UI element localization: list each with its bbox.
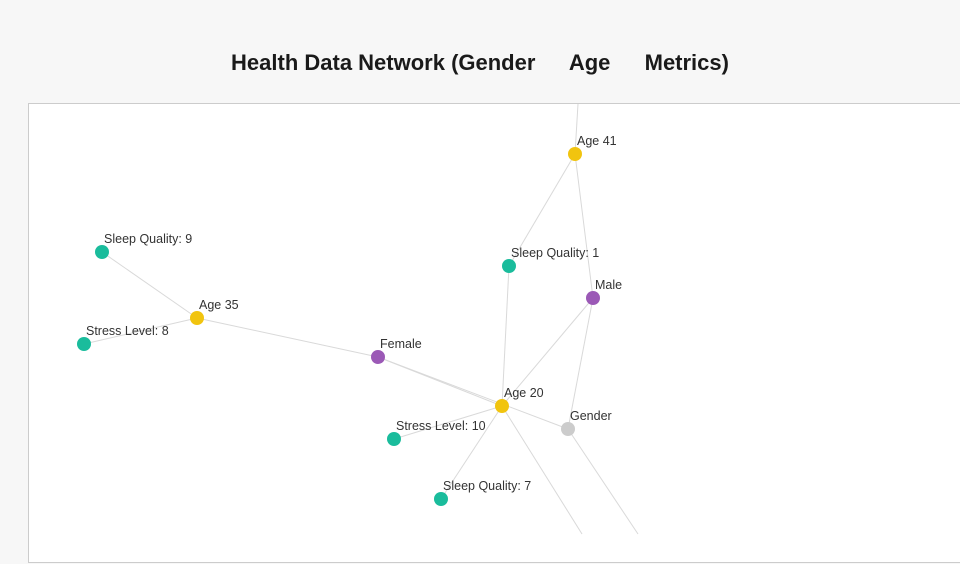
node-label-age-41: Age 41: [577, 134, 617, 148]
edge-age-35--sleep-quality-9: [101, 251, 198, 319]
node-label-gender: Gender: [570, 409, 612, 423]
edge-age-20--stress-level-10: [393, 405, 503, 440]
node-stress-level-10[interactable]: [387, 432, 401, 446]
edge-male--gender: [567, 297, 594, 430]
edge-age-41--clip-top: [574, 104, 579, 155]
node-label-sleep-quality-9: Sleep Quality: 9: [104, 232, 192, 246]
network-graph-svg[interactable]: Age 41 Sleep Quality: 9 Age 35 Stress Level…: [29, 104, 960, 564]
edge-age-20--sleep-quality-7: [440, 405, 503, 500]
node-label-age-20: Age 20: [504, 386, 544, 400]
node-label-sleep-quality-7: Sleep Quality: 7: [443, 479, 531, 493]
edge-gender--clip-bottom-2: [567, 428, 639, 535]
edge-age-41--sleep-quality-1: [508, 153, 576, 267]
node-age-41[interactable]: [568, 147, 582, 161]
edge-age-35--stress-level-8: [83, 317, 198, 345]
node-age-35[interactable]: [190, 311, 204, 325]
node-label-female: Female: [380, 337, 422, 351]
node-age-20[interactable]: [495, 399, 509, 413]
node-label-sleep-quality-1: Sleep Quality: 1: [511, 246, 599, 260]
edge-female--gender: [377, 356, 569, 430]
node-gender[interactable]: [561, 422, 575, 436]
node-label-male: Male: [595, 278, 622, 292]
edge-sleep-quality-1--age-20: [501, 265, 510, 407]
node-stress-level-8[interactable]: [77, 337, 91, 351]
edge-age-41--male: [574, 153, 594, 299]
node-female[interactable]: [371, 350, 385, 364]
page-title: Health Data Network (Gender Age Metrics): [231, 50, 729, 75]
network-chart-panel: Age 41 Sleep Quality: 9 Age 35 Stress Level…: [28, 103, 960, 563]
node-label-stress-level-10: Stress Level: 10: [396, 419, 486, 433]
node-sleep-quality-7[interactable]: [434, 492, 448, 506]
edge-age-35--female: [196, 317, 379, 358]
edge-male--age-20: [501, 297, 594, 407]
node-sleep-quality-9[interactable]: [95, 245, 109, 259]
node-label-age-35: Age 35: [199, 298, 239, 312]
node-male[interactable]: [586, 291, 600, 305]
node-label-stress-level-8: Stress Level: 8: [86, 324, 169, 338]
node-sleep-quality-1[interactable]: [502, 259, 516, 273]
